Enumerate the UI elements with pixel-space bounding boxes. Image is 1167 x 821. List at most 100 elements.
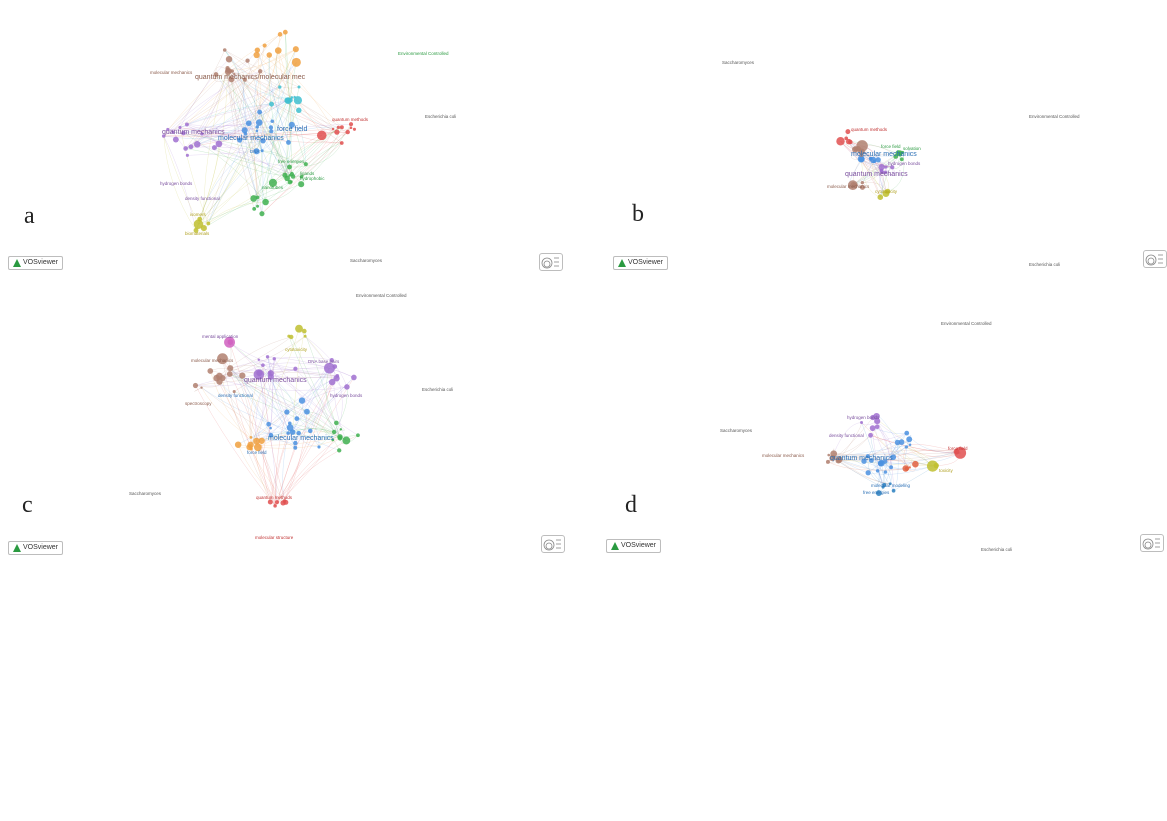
network-node[interactable]: [252, 207, 256, 211]
network-node[interactable]: [304, 335, 307, 338]
network-node[interactable]: [844, 137, 848, 141]
node-label[interactable]: quantum mechanics/molecular mec: [195, 74, 306, 81]
network-node[interactable]: [287, 165, 292, 170]
network-node[interactable]: [278, 32, 283, 37]
network-node[interactable]: [337, 448, 341, 452]
node-label[interactable]: force field: [948, 446, 968, 451]
network-node[interactable]: [256, 205, 259, 208]
node-label[interactable]: hydrogen bonds: [847, 415, 880, 420]
node-label[interactable]: molecular modeling: [871, 483, 911, 488]
network-node[interactable]: [332, 364, 337, 369]
vosviewer-badge-c[interactable]: VOSviewer: [8, 541, 63, 555]
network-node[interactable]: [249, 436, 252, 439]
network-node[interactable]: [317, 131, 327, 141]
network-node[interactable]: [269, 427, 272, 430]
node-label[interactable]: Saccharomyces: [722, 60, 755, 65]
node-label[interactable]: biomaterials: [185, 231, 210, 236]
network-node[interactable]: [889, 465, 893, 469]
network-node[interactable]: [304, 409, 310, 415]
network-node[interactable]: [271, 120, 274, 123]
network-node[interactable]: [337, 126, 340, 129]
network-node[interactable]: [293, 46, 299, 52]
network-node[interactable]: [879, 164, 885, 170]
network-node[interactable]: [353, 128, 356, 131]
network-node[interactable]: [228, 339, 234, 345]
node-label[interactable]: toxicity: [939, 468, 954, 473]
node-label[interactable]: free energies: [863, 490, 890, 495]
network-node[interactable]: [189, 144, 194, 149]
node-label[interactable]: molecular mechanics: [851, 151, 917, 158]
network-node[interactable]: [193, 383, 198, 388]
network-node[interactable]: [197, 217, 202, 222]
node-label[interactable]: solvation: [903, 146, 921, 151]
node-label[interactable]: nanotubes: [262, 185, 284, 190]
node-label[interactable]: DNA: [250, 149, 260, 154]
network-node[interactable]: [194, 141, 201, 148]
network-node[interactable]: [258, 69, 262, 73]
node-label[interactable]: Escherichia coli: [425, 114, 456, 119]
node-label[interactable]: mental application: [202, 334, 239, 339]
node-label[interactable]: quantum methods: [332, 117, 369, 122]
node-label[interactable]: quantum mechanics: [162, 129, 225, 136]
network-node[interactable]: [349, 122, 353, 126]
network-node[interactable]: [223, 48, 227, 52]
network-node[interactable]: [344, 384, 350, 390]
network-node[interactable]: [334, 129, 339, 134]
node-label[interactable]: Saccharomyces: [720, 428, 753, 433]
network-node[interactable]: [282, 173, 287, 178]
network-node[interactable]: [288, 98, 293, 103]
network-node[interactable]: [183, 146, 188, 151]
network-node[interactable]: [275, 500, 279, 504]
network-node[interactable]: [876, 469, 879, 472]
network-node[interactable]: [283, 30, 288, 35]
node-label[interactable]: Environmental Controlled: [1029, 114, 1080, 119]
network-node[interactable]: [296, 108, 301, 113]
node-label[interactable]: Saccharomyces: [129, 491, 162, 496]
network-node[interactable]: [294, 416, 299, 421]
network-node[interactable]: [870, 425, 876, 431]
network-node[interactable]: [866, 470, 871, 475]
network-node[interactable]: [275, 47, 282, 54]
network-node[interactable]: [304, 162, 308, 166]
network-node[interactable]: [905, 467, 909, 471]
node-label[interactable]: free energies: [278, 159, 305, 164]
node-label[interactable]: Environmental Controlled: [941, 321, 992, 326]
network-node[interactable]: [845, 129, 850, 134]
network-node[interactable]: [212, 145, 217, 150]
zoom-scale-widget-a[interactable]: [539, 253, 563, 271]
network-node[interactable]: [273, 504, 277, 508]
network-node[interactable]: [308, 429, 313, 434]
node-label[interactable]: force field: [247, 450, 267, 455]
network-node[interactable]: [186, 154, 189, 157]
node-label[interactable]: force field: [277, 126, 307, 133]
network-node[interactable]: [256, 119, 263, 126]
network-node[interactable]: [334, 421, 339, 426]
zoom-scale-widget-d[interactable]: [1140, 534, 1164, 552]
network-node[interactable]: [905, 445, 908, 448]
network-node[interactable]: [877, 194, 883, 200]
network-node[interactable]: [899, 439, 905, 445]
network-node[interactable]: [290, 172, 294, 176]
network-node[interactable]: [286, 140, 291, 145]
network-node[interactable]: [206, 221, 210, 225]
network-node[interactable]: [302, 329, 307, 334]
zoom-scale-widget-c[interactable]: [541, 535, 565, 553]
network-node[interactable]: [259, 211, 264, 216]
network-node[interactable]: [245, 58, 249, 62]
network-node[interactable]: [213, 375, 220, 382]
network-node[interactable]: [253, 438, 260, 445]
node-label[interactable]: Environmental Controlled: [356, 293, 407, 298]
network-node[interactable]: [892, 489, 896, 493]
node-label[interactable]: molecular mechanics: [150, 70, 193, 75]
node-label[interactable]: hydrogen bonds: [160, 181, 193, 186]
network-node[interactable]: [256, 129, 259, 132]
network-node[interactable]: [256, 370, 262, 376]
network-node[interactable]: [253, 52, 259, 58]
network-node[interactable]: [269, 125, 273, 129]
network-node[interactable]: [340, 125, 344, 129]
node-label[interactable]: quantum mechanics: [845, 171, 908, 178]
network-node[interactable]: [332, 128, 334, 130]
node-label[interactable]: hydrogen bonds: [330, 393, 363, 398]
node-label[interactable]: quantum methods: [851, 127, 888, 132]
